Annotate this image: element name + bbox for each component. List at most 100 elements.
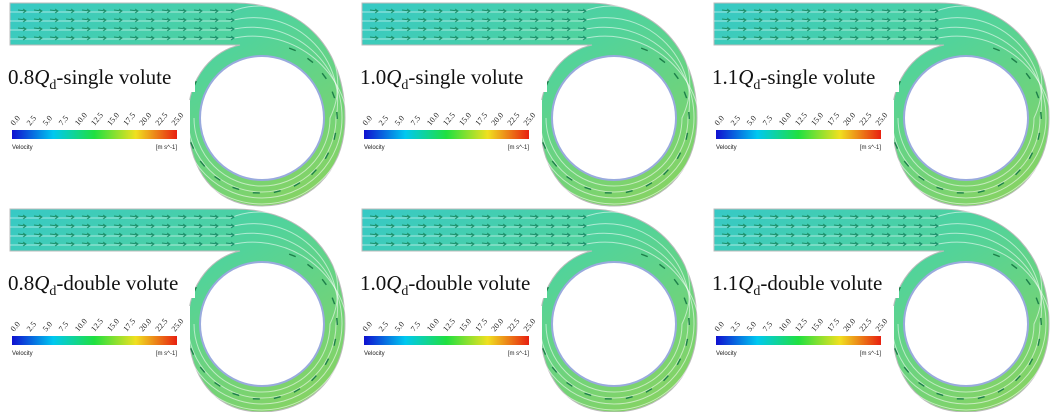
velocity-arrow: [225, 8, 235, 14]
velocity-arrow: [801, 232, 811, 238]
velocity-arrow: [529, 26, 539, 32]
velocity-arrow: [65, 17, 75, 23]
velocity-arrow: [673, 278, 679, 286]
velocity-arrow: [865, 214, 875, 220]
velocity-arrow: [881, 26, 891, 32]
velocity-arrow: [929, 26, 939, 32]
velocity-arrow: [481, 8, 491, 14]
velocity-arrow: [331, 91, 336, 99]
velocity-arrow: [1025, 72, 1031, 80]
velocity-arrow: [65, 26, 75, 32]
velocity-arrow: [193, 8, 203, 14]
velocity-arrow: [145, 8, 155, 14]
velocity-arrow: [433, 223, 443, 229]
velocity-arrow: [997, 182, 1005, 187]
label-symbol: Q: [386, 65, 401, 89]
velocity-arrow: [545, 8, 555, 14]
velocity-arrow: [214, 175, 221, 181]
velocity-arrow: [737, 232, 747, 238]
velocity-arrow: [894, 348, 899, 355]
velocity-arrow: [688, 317, 691, 326]
velocity-arrow: [449, 223, 459, 229]
velocity-arrow: [721, 214, 731, 220]
velocity-arrow: [529, 17, 539, 23]
label-symbol: Q: [738, 271, 753, 295]
velocity-arrow: [97, 241, 107, 247]
velocity-arrow: [645, 388, 653, 393]
velocity-arrow: [465, 26, 475, 32]
label-subscript: d: [753, 284, 760, 299]
label-suffix: -single volute: [56, 65, 171, 89]
velocity-arrow: [929, 232, 939, 238]
streamline: [714, 5, 1043, 187]
velocity-arrow: [401, 214, 411, 220]
velocity-arrow: [17, 26, 27, 32]
streamline: [362, 223, 691, 399]
velocity-arrow: [913, 35, 923, 41]
velocity-arrow: [929, 17, 939, 23]
colorbar: [364, 336, 529, 345]
streamline: [10, 211, 339, 393]
impeller-outlet: [551, 55, 677, 181]
label-bg: [709, 58, 899, 92]
velocity-arrow: [209, 223, 219, 229]
streamline: [714, 17, 1043, 193]
streamline: [362, 241, 701, 411]
velocity-arrow: [566, 381, 573, 387]
velocity-arrow: [737, 26, 747, 32]
velocity-arrow: [129, 35, 139, 41]
velocity-arrow: [193, 26, 203, 32]
velocity-arrow: [293, 388, 301, 393]
velocity-arrow: [881, 17, 891, 23]
velocity-arrow: [385, 17, 395, 23]
velocity-arrow: [81, 8, 91, 14]
streamline: [714, 241, 1053, 411]
velocity-arrow: [849, 232, 859, 238]
velocity-arrow: [817, 214, 827, 220]
velocity-arrow: [833, 232, 843, 238]
label-prefix: 1.0: [360, 65, 386, 89]
colorbar-title: Velocity: [364, 145, 385, 151]
impeller-outlet: [199, 261, 325, 387]
streamline: [10, 17, 339, 193]
streamline: [714, 26, 1047, 199]
velocity-arrow: [1028, 152, 1034, 160]
velocity-arrow: [465, 8, 475, 14]
velocity-arrow: [903, 366, 910, 373]
velocity-arrow: [817, 17, 827, 23]
streamline: [10, 26, 343, 199]
velocity-arrow: [177, 17, 187, 23]
velocity-arrow: [551, 160, 558, 167]
streamline: [10, 223, 339, 399]
velocity-arrow: [577, 35, 587, 41]
velocity-arrow: [129, 232, 139, 238]
velocity-arrow: [817, 26, 827, 32]
velocity-arrow: [769, 223, 779, 229]
velocity-arrow: [65, 214, 75, 220]
velocity-arrow: [177, 232, 187, 238]
velocity-arrow: [65, 241, 75, 247]
velocity-arrow: [481, 17, 491, 23]
velocity-arrow: [17, 241, 27, 247]
velocity-arrow: [769, 17, 779, 23]
velocity-arrow: [199, 160, 206, 167]
velocity-arrow: [584, 392, 592, 397]
label-prefix: 0.8: [8, 65, 34, 89]
streamline: [10, 35, 349, 205]
velocity-arrow: [465, 223, 475, 229]
velocity-arrow: [1025, 278, 1031, 286]
velocity-arrow: [336, 317, 339, 326]
velocity-arrow: [161, 241, 171, 247]
velocity-arrow: [513, 17, 523, 23]
velocity-arrow: [385, 241, 395, 247]
velocity-arrow: [333, 338, 337, 346]
velocity-arrow: [577, 223, 587, 229]
velocity-arrow: [865, 17, 875, 23]
velocity-arrow: [324, 152, 330, 160]
velocity-arrow: [545, 223, 555, 229]
colorbar-unit: [m s^-1]: [860, 351, 881, 357]
